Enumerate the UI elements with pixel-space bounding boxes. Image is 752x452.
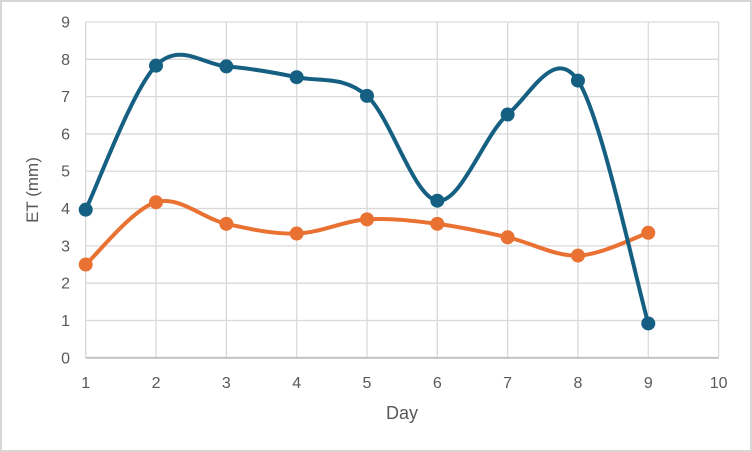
series-2-marker — [219, 216, 234, 231]
y-axis-title: ET (mm) — [23, 157, 42, 223]
series-2-marker — [289, 226, 304, 241]
x-tick-label: 1 — [81, 375, 90, 392]
x-tick-label: 5 — [363, 375, 372, 392]
data-series — [78, 52, 656, 331]
series-1-marker — [78, 202, 93, 217]
series-2-marker — [78, 257, 93, 272]
y-tick-label: 0 — [61, 350, 70, 367]
gridlines — [85, 21, 720, 358]
series-2-marker — [149, 195, 164, 210]
y-tick-label: 2 — [61, 276, 70, 293]
y-tick-label: 7 — [61, 89, 70, 106]
y-tick-label: 4 — [61, 201, 70, 218]
x-tick-label: 9 — [644, 375, 653, 392]
x-tick-label: 10 — [710, 375, 728, 392]
series-1-marker — [430, 193, 445, 208]
x-tick-label: 2 — [152, 375, 161, 392]
y-tick-label: 6 — [61, 126, 70, 143]
series-1-marker — [149, 58, 164, 73]
series-1-marker — [570, 73, 585, 88]
y-tick-label: 3 — [61, 238, 70, 255]
y-tick-label: 9 — [61, 15, 70, 32]
y-tick-label: 1 — [61, 313, 70, 330]
x-tick-label: 4 — [292, 375, 301, 392]
series-1-marker — [641, 316, 656, 331]
series-1-marker — [500, 107, 515, 122]
series-2-marker — [430, 216, 445, 231]
series-2-marker — [641, 225, 656, 240]
x-tick-label: 8 — [574, 375, 583, 392]
series-2-marker — [359, 212, 374, 227]
series-2-marker — [500, 230, 515, 245]
x-axis-title: Day — [386, 403, 418, 423]
series-1-marker — [359, 88, 374, 103]
x-tick-label: 3 — [222, 375, 231, 392]
series-1-marker — [289, 70, 304, 85]
y-tick-label: 8 — [61, 52, 70, 69]
series-2-marker — [570, 248, 585, 263]
x-tick-label: 6 — [433, 375, 442, 392]
x-tick-label: 7 — [503, 375, 512, 392]
y-tick-label: 5 — [61, 164, 70, 181]
series-1-marker — [219, 59, 234, 74]
